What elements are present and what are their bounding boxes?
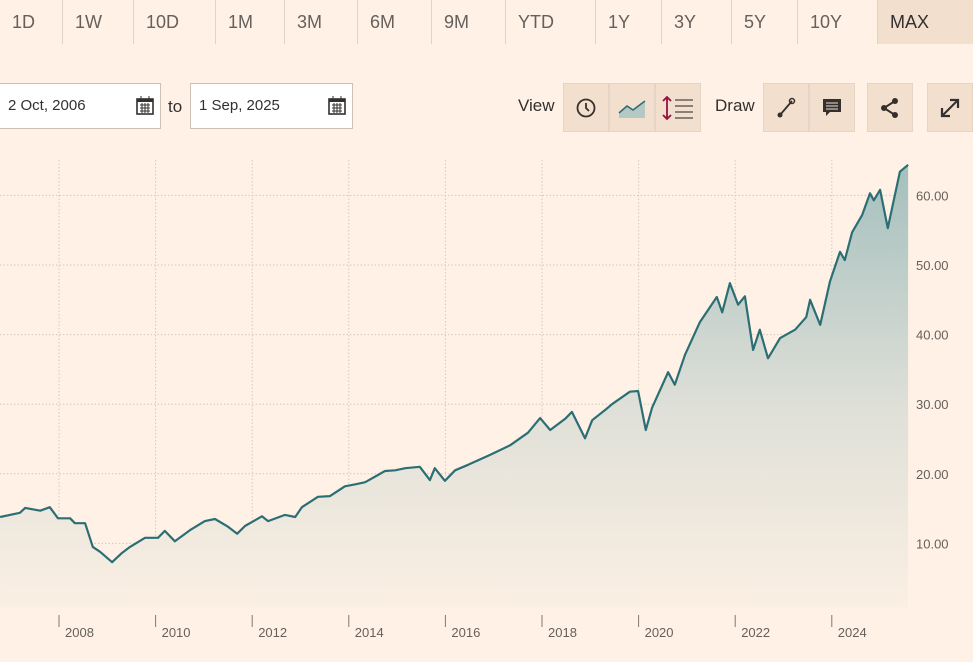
tab-1y[interactable]: 1Y <box>595 0 661 44</box>
to-label: to <box>168 97 183 116</box>
tab-6m[interactable]: 6M <box>357 0 431 44</box>
tab-10d[interactable]: 10D <box>133 0 215 44</box>
draw-line-button[interactable] <box>763 83 809 132</box>
mountain-chart-icon <box>618 99 646 118</box>
y-tick-label: 20.00 <box>916 467 949 482</box>
tab-5y[interactable]: 5Y <box>731 0 797 44</box>
y-tick-label: 40.00 <box>916 328 949 343</box>
view-label: View <box>518 96 555 115</box>
to-date-input[interactable]: 1 Sep, 2025 <box>190 83 353 129</box>
x-tick-label: 2016 <box>451 625 480 640</box>
tab-10y[interactable]: 10Y <box>797 0 877 44</box>
y-tick-label: 60.00 <box>916 188 949 203</box>
comment-icon <box>823 98 841 116</box>
tab-3m[interactable]: 3M <box>284 0 357 44</box>
tab-9m[interactable]: 9M <box>431 0 505 44</box>
time-view-button[interactable] <box>563 83 609 132</box>
draw-line-icon <box>777 97 796 117</box>
from-date-value: 2 Oct, 2006 <box>8 97 86 114</box>
tab-ytd[interactable]: YTD <box>505 0 595 44</box>
x-tick-label: 2014 <box>355 625 384 640</box>
x-tick-label: 2010 <box>162 625 191 640</box>
price-line <box>0 163 909 564</box>
x-tick-label: 2022 <box>741 625 770 640</box>
mountain-chart-button[interactable] <box>609 83 655 132</box>
x-tick-label: 2018 <box>548 625 577 640</box>
tab-1d[interactable]: 1D <box>12 12 36 32</box>
range-tabs: 1D 1W 10D 1M 3M 6M 9M YTD 1Y 3Y 5Y 10Y MAX <box>0 0 973 44</box>
x-tick-label: 2024 <box>838 625 867 640</box>
line-spacing-button[interactable] <box>655 83 701 132</box>
x-tick-label: 2008 <box>65 625 94 640</box>
tab-1w[interactable]: 1W <box>62 0 133 44</box>
calendar-icon[interactable] <box>328 95 346 115</box>
draw-label: Draw <box>715 96 755 115</box>
from-date-input[interactable]: 2 Oct, 2006 <box>0 83 161 129</box>
share-button[interactable] <box>867 83 913 132</box>
clock-icon <box>576 98 596 117</box>
expand-button[interactable] <box>927 83 973 132</box>
share-icon <box>881 97 898 118</box>
x-tick-label: 2020 <box>645 625 674 640</box>
y-tick-label: 50.00 <box>916 258 949 273</box>
comment-button[interactable] <box>809 83 855 132</box>
y-tick-label: 30.00 <box>916 397 949 412</box>
tab-max[interactable]: MAX <box>877 0 973 44</box>
line-spacing-icon <box>662 95 693 120</box>
calendar-icon[interactable] <box>136 95 154 115</box>
expand-icon <box>940 98 960 117</box>
price-area-fill <box>0 164 909 609</box>
tab-1m[interactable]: 1M <box>215 0 284 44</box>
y-tick-label: 10.00 <box>916 536 949 551</box>
x-tick-label: 2012 <box>258 625 287 640</box>
tab-3y[interactable]: 3Y <box>661 0 731 44</box>
to-date-value: 1 Sep, 2025 <box>199 97 280 114</box>
